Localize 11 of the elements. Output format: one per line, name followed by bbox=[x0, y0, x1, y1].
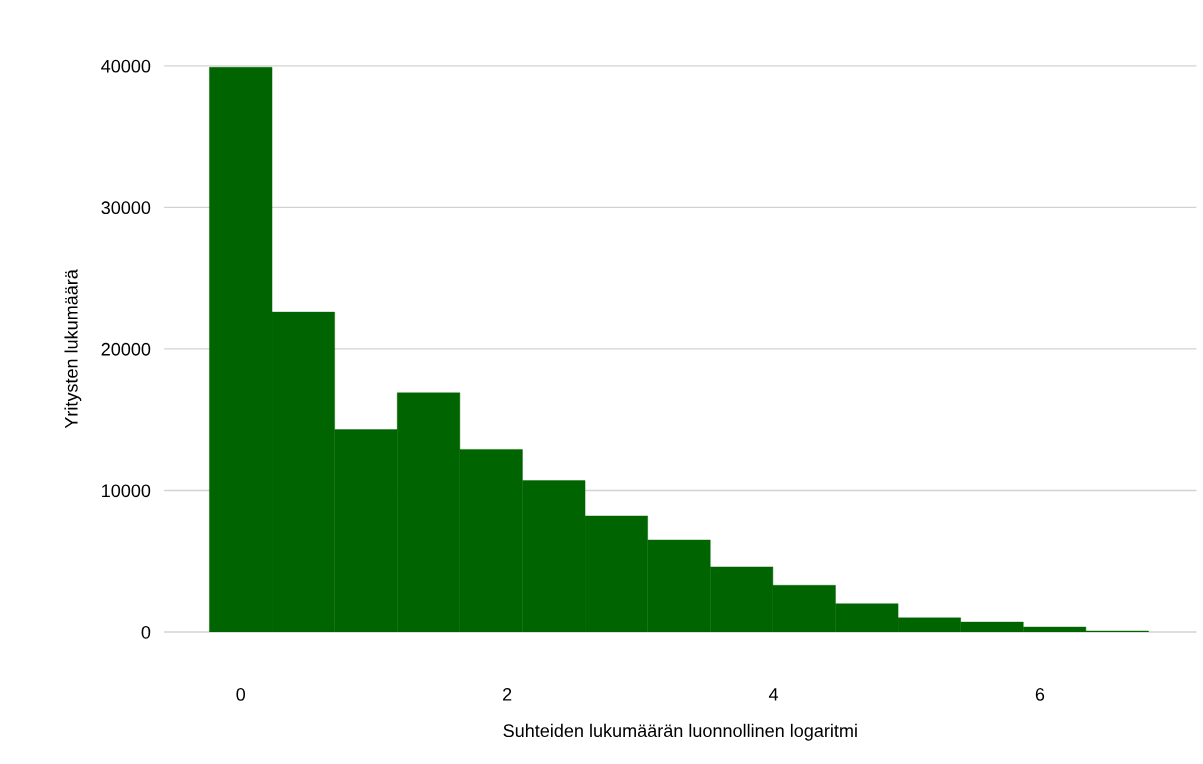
x-axis-title: Suhteiden lukumäärän luonnollinen logaritmi bbox=[503, 723, 857, 741]
y-tick-label: 0 bbox=[141, 625, 151, 639]
x-tick-label: 0 bbox=[236, 688, 246, 701]
x-tick-label: 4 bbox=[768, 688, 779, 701]
y-tick-label: 30000 bbox=[101, 201, 151, 215]
x-tick-label: 6 bbox=[1035, 688, 1045, 701]
y-tick-label: 40000 bbox=[101, 59, 151, 73]
x-tick-label: 2 bbox=[503, 688, 512, 701]
y-axis-title: Yritysten lukumäärä bbox=[64, 269, 82, 429]
y-tick-label: 10000 bbox=[102, 484, 151, 498]
y-tick-label: 20000 bbox=[101, 342, 151, 356]
